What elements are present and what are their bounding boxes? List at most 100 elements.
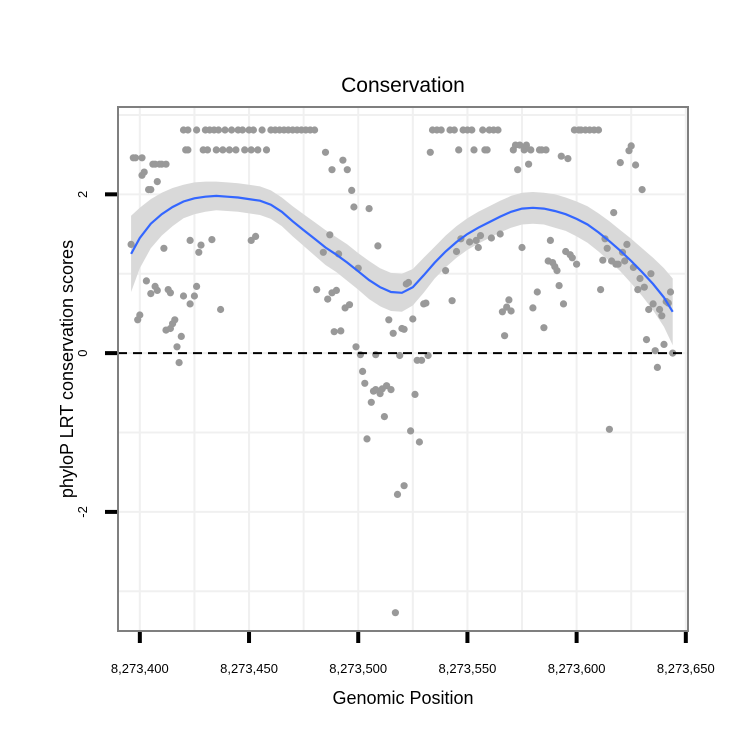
data-point	[660, 340, 668, 348]
data-point	[221, 126, 229, 134]
data-point	[616, 159, 624, 167]
data-point	[147, 186, 155, 194]
data-point	[380, 413, 388, 421]
data-point	[514, 166, 522, 174]
y-axis-ticks: -2 0 2	[75, 191, 117, 518]
data-point	[597, 286, 605, 294]
data-point	[533, 288, 541, 296]
smooth-trend-line	[130, 194, 674, 313]
data-point	[391, 609, 399, 617]
data-point	[474, 243, 482, 252]
data-point	[472, 236, 480, 244]
data-point	[442, 267, 450, 275]
data-point	[470, 146, 478, 154]
data-point	[634, 286, 642, 294]
data-point	[573, 260, 581, 268]
data-point	[173, 343, 181, 351]
data-point	[546, 236, 555, 244]
data-point	[603, 244, 611, 252]
data-point	[666, 288, 675, 296]
confidence-ribbon	[131, 181, 673, 346]
data-point	[483, 146, 491, 154]
data-point	[359, 367, 367, 375]
data-point	[393, 490, 402, 498]
data-point	[649, 300, 657, 308]
grid-lines	[118, 107, 688, 631]
data-point	[448, 297, 456, 305]
data-point	[374, 242, 382, 250]
data-point	[501, 332, 509, 340]
data-point	[363, 435, 371, 443]
data-point	[426, 148, 434, 156]
x-tick-label: 8,273,400	[111, 661, 169, 676]
data-point	[640, 283, 648, 291]
data-point	[494, 126, 502, 134]
data-point	[171, 316, 179, 324]
data-point	[214, 126, 223, 134]
data-point	[142, 277, 150, 285]
data-point	[409, 315, 417, 323]
data-point	[166, 289, 174, 297]
data-point	[228, 126, 236, 134]
scatter-points	[127, 126, 677, 617]
data-point	[522, 141, 531, 149]
data-point	[422, 299, 430, 307]
data-point	[328, 166, 336, 174]
data-point	[138, 154, 146, 162]
y-tick-label: 2	[75, 191, 90, 198]
data-point	[525, 160, 533, 168]
data-point	[407, 427, 415, 435]
data-point	[404, 278, 413, 287]
data-point	[131, 154, 140, 162]
data-point	[564, 155, 572, 163]
data-point	[516, 141, 524, 149]
chart-title: Conservation	[341, 74, 465, 97]
data-point	[638, 186, 646, 194]
data-point	[367, 398, 375, 406]
x-tick-label: 8,273,500	[329, 661, 387, 676]
data-point	[249, 126, 257, 134]
data-point	[147, 290, 155, 298]
data-point	[542, 146, 550, 154]
plot-panel	[117, 106, 689, 632]
data-point	[627, 142, 635, 150]
data-point	[559, 300, 568, 308]
data-point	[252, 232, 260, 240]
data-point	[614, 260, 622, 268]
data-point	[642, 336, 651, 344]
data-point	[339, 156, 347, 164]
data-point	[507, 307, 515, 315]
data-point	[645, 305, 653, 314]
x-tick-label: 8,273,650	[657, 661, 715, 676]
data-point	[232, 146, 240, 154]
data-point	[345, 301, 354, 309]
data-point	[160, 244, 168, 252]
data-point	[557, 152, 565, 160]
data-point	[623, 240, 631, 248]
data-point	[203, 146, 212, 154]
data-point	[396, 351, 404, 360]
data-point	[326, 231, 334, 239]
data-point	[225, 146, 233, 154]
panel-border	[117, 106, 689, 632]
data-point	[476, 232, 485, 240]
data-point	[184, 126, 192, 134]
x-axis-title: Genomic Position	[332, 688, 473, 708]
data-point	[193, 282, 201, 290]
data-point	[321, 148, 330, 156]
data-point	[653, 363, 662, 371]
data-point	[455, 146, 463, 154]
data-point	[487, 234, 495, 242]
data-point	[555, 282, 563, 290]
data-point	[411, 390, 419, 398]
data-point	[212, 146, 220, 154]
data-point	[311, 126, 319, 134]
data-point	[529, 304, 537, 312]
data-point	[452, 247, 461, 256]
data-point	[496, 230, 504, 238]
data-point	[365, 205, 373, 213]
data-point	[343, 166, 351, 174]
data-point	[140, 168, 148, 176]
data-point	[385, 316, 393, 324]
data-point	[193, 126, 201, 134]
